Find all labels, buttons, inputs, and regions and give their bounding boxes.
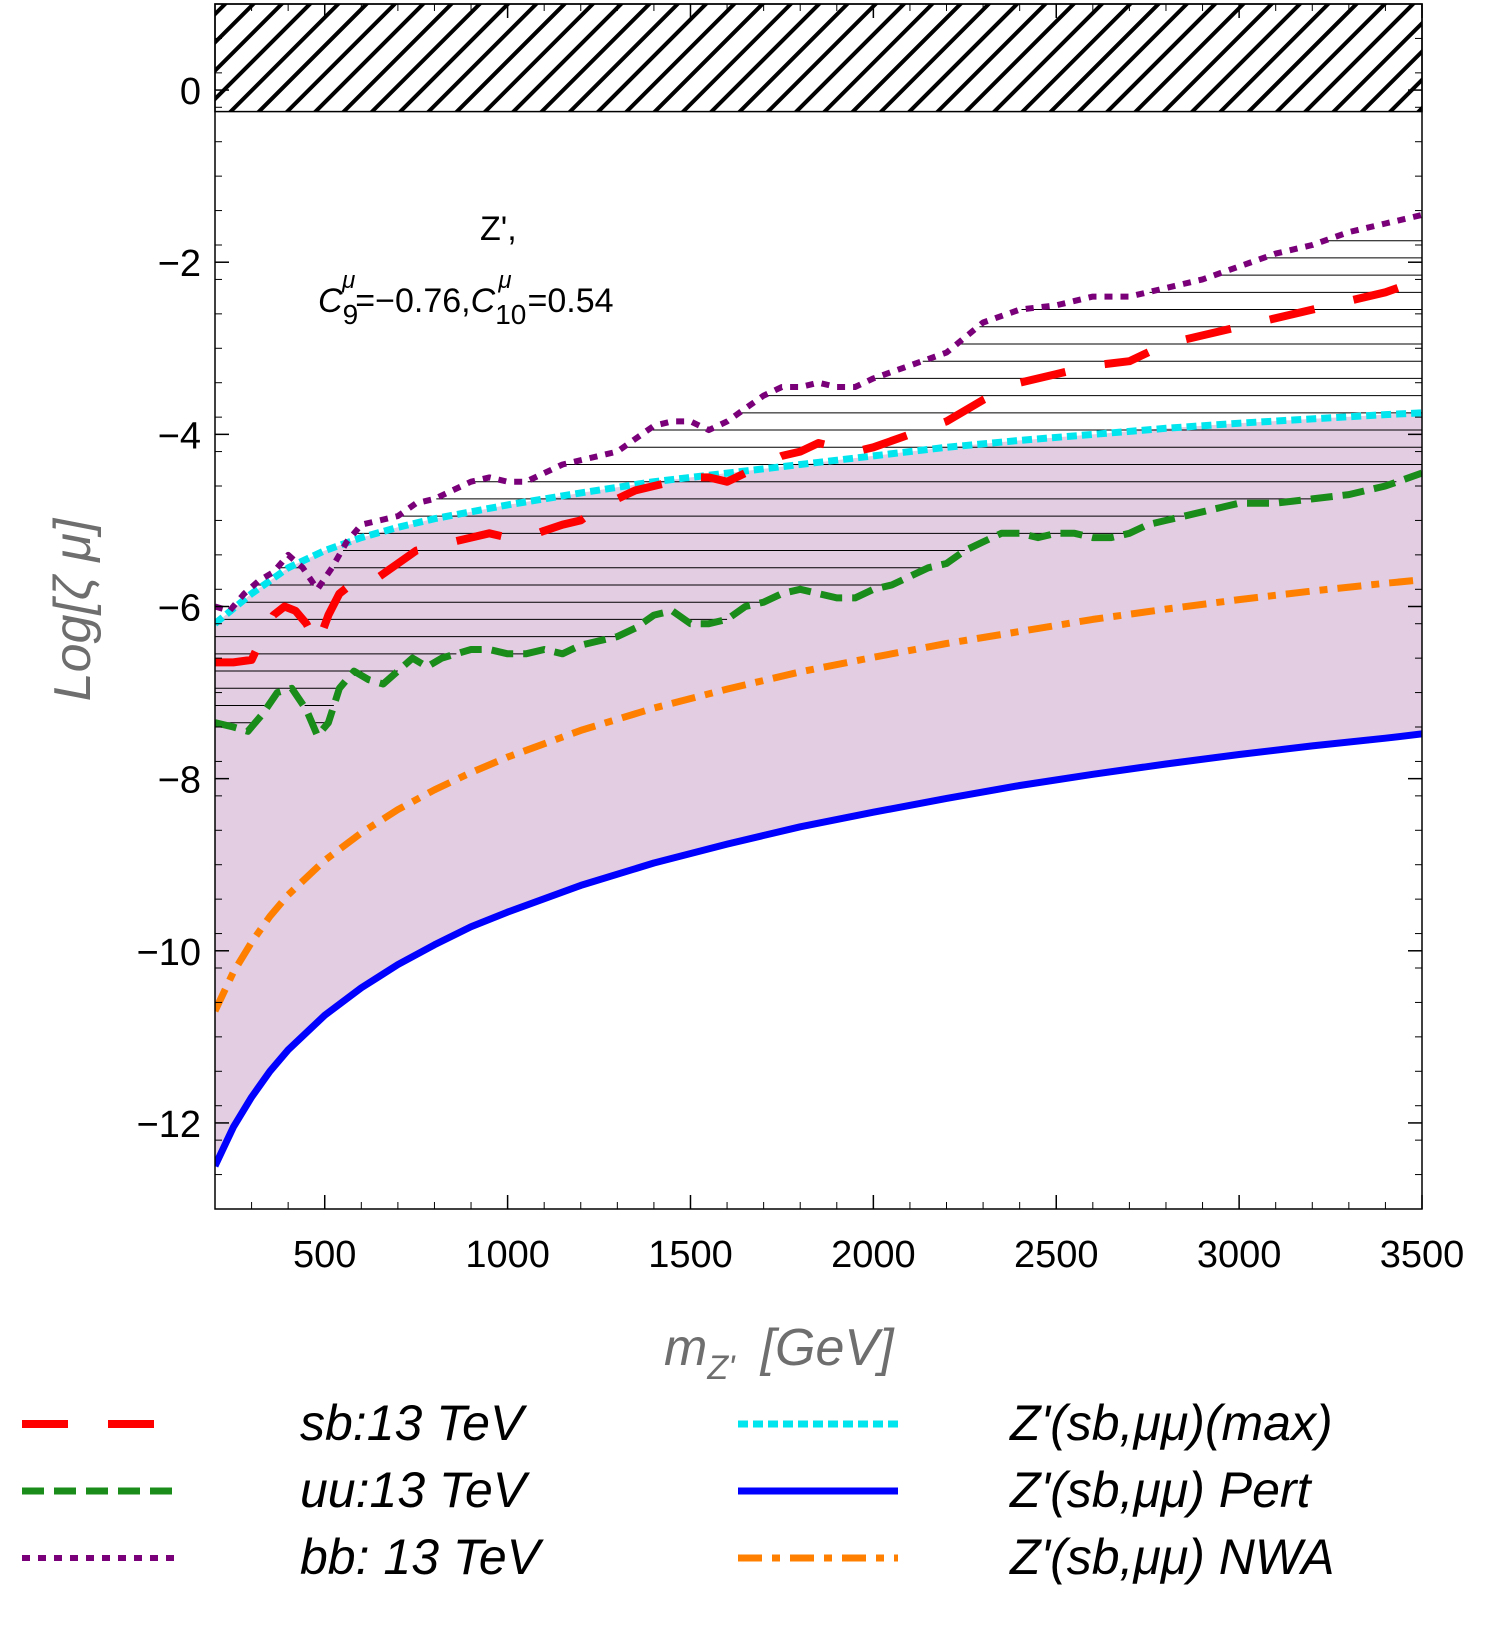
series-line-1	[215, 469, 1422, 740]
x-axis-label-sub: Z'	[706, 1349, 736, 1387]
series-layer	[215, 211, 1422, 1168]
legend-label-0: sb:13 TeV	[300, 1395, 528, 1451]
c9-value: =−0.76,	[355, 282, 470, 320]
annotation: Z', C9μ=−0.76,C10μ=0.54	[318, 210, 614, 330]
x-tick-label: 3500	[1380, 1234, 1465, 1276]
annotation-line1: Z',	[480, 210, 517, 248]
legend-label-5: Z'(sb,μμ) NWA	[1009, 1529, 1335, 1585]
x-tick-label: 1500	[648, 1234, 733, 1276]
y-tick-label: −4	[158, 415, 201, 457]
x-tick-label: 500	[293, 1234, 356, 1276]
x-axis-label-main: m	[664, 1319, 707, 1377]
series-line-2	[215, 211, 1422, 614]
c10-sub: 10	[495, 299, 526, 330]
legend-label-4: Z'(sb,μμ) Pert	[1009, 1462, 1313, 1518]
x-tick-label: 2000	[831, 1234, 916, 1276]
y-tick-label: −8	[158, 760, 201, 802]
c10-label: C	[471, 282, 496, 320]
y-tick-label: −10	[137, 932, 201, 974]
y-axis-title: Log[ζ μ]	[44, 517, 102, 701]
c10-sup: μ	[497, 267, 511, 294]
x-axis-title: mZ' [GeV]	[664, 1319, 895, 1387]
plot-area: 500 1000 1500 2000 2500 3000 3500 −12 −10 −8 −6 −4 −…	[137, 3, 1465, 1276]
shaded-band-layer	[215, 412, 1422, 1166]
legend-label-3: Z'(sb,μμ)(max)	[1009, 1395, 1333, 1451]
x-axis-label-unit: [GeV]	[760, 1319, 895, 1377]
y-tick-label: −2	[158, 243, 201, 285]
legend-label-1: uu:13 TeV	[300, 1462, 531, 1518]
c10-value: =0.54	[528, 282, 614, 320]
y-tick-label: −12	[137, 1104, 201, 1146]
excluded-region-hatch	[214, 3, 1423, 113]
y-axis-label: Log[ζ μ]	[44, 517, 102, 701]
y-tick-label: −6	[158, 588, 201, 630]
series-line-4	[215, 730, 1422, 1168]
shaded-band	[215, 412, 1422, 1166]
ticks-layer: 500 1000 1500 2000 2500 3000 3500 −12 −10 −8 −6 −4 −…	[137, 3, 1465, 1276]
x-tick-label: 2500	[1014, 1234, 1099, 1276]
c9-label: C	[318, 282, 343, 320]
annotation-line2: C9μ=−0.76,C10μ=0.54	[318, 267, 614, 330]
x-axis-label: mZ' [GeV]	[664, 1319, 895, 1387]
x-tick-label: 3000	[1197, 1234, 1282, 1276]
series-line-0	[215, 275, 1422, 667]
y-tick-label: 0	[180, 71, 201, 113]
x-tick-label: 1000	[465, 1234, 550, 1276]
c9-sup: μ	[341, 267, 355, 294]
legend: sb:13 TeV uu:13 TeV bb: 13 TeV Z'(sb,μμ)(ma…	[22, 1395, 1335, 1585]
c9-sub: 9	[343, 299, 359, 330]
legend-label-2: bb: 13 TeV	[300, 1529, 545, 1585]
